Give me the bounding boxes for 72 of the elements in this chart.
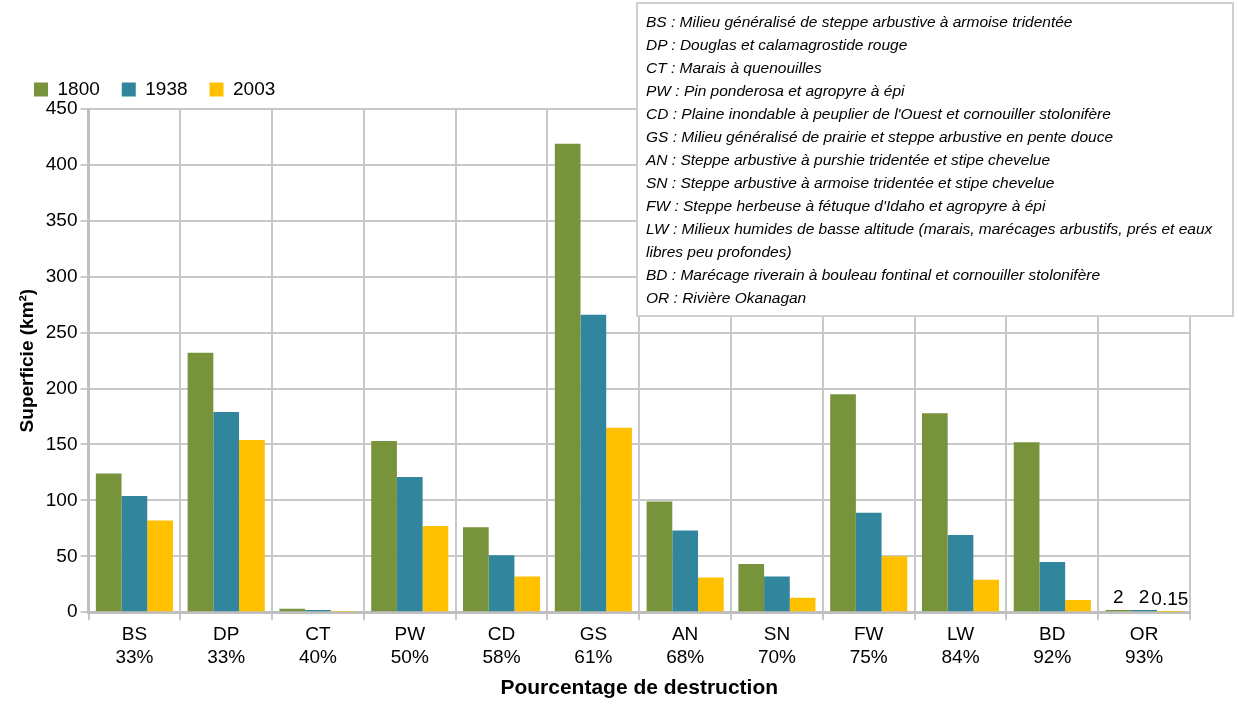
y-tick-label: 350	[45, 209, 78, 231]
data-label: 2	[1113, 585, 1124, 607]
bar	[187, 352, 214, 612]
bar	[947, 535, 974, 612]
y-axis-title: Superficie (km²)	[15, 288, 37, 433]
x-tick-label: CD 58%	[482, 622, 521, 667]
x-tick-label: AN 68%	[666, 622, 705, 667]
y-tick-label: 250	[45, 320, 78, 342]
bar	[921, 413, 948, 612]
x-tick-label: PW 50%	[390, 622, 429, 667]
annotation: GS : Milieu généralisé de prairie et steppe arbustive en pente douce	[646, 127, 1114, 147]
y-tick-label: 150	[45, 432, 78, 454]
y-tick-label: 300	[45, 264, 78, 286]
legend-label: 1800	[57, 77, 100, 99]
text: PW : Pin ponderosa et agropyre à épi	[646, 81, 906, 101]
y-tick-label: 50	[56, 544, 78, 566]
text: DP : Douglas et calamagrostide rouge	[646, 35, 909, 55]
legend-label: 2003	[233, 77, 276, 99]
y-tick-label: 0	[66, 600, 78, 622]
bar	[554, 143, 581, 612]
data-label: 0.15	[1151, 587, 1189, 609]
x-tick-label: DP 33%	[207, 622, 246, 667]
x-tick-label: OR 93%	[1125, 622, 1164, 667]
annotation: FW : Steppe herbeuse à fétuque d'Idaho et agropyre à épi	[646, 196, 1047, 216]
bar	[213, 412, 240, 612]
bar	[672, 530, 698, 612]
x-tick-label: FW 75%	[849, 622, 888, 667]
bar	[371, 441, 397, 612]
x-axis-title: Pourcentage de destruction	[500, 675, 779, 699]
y-tick-label: 200	[45, 376, 78, 398]
bar	[646, 501, 673, 612]
annotation: OR : Rivière Okanagan	[646, 288, 808, 308]
bar	[881, 556, 908, 612]
x-tick-label: CT 40%	[298, 622, 338, 667]
x-tick-label: BD 92%	[1033, 622, 1072, 667]
bar	[1065, 599, 1091, 612]
legend-label: 1938	[145, 77, 188, 99]
bar	[463, 527, 489, 612]
text: CT : Marais à quenouilles	[646, 58, 823, 78]
y-tick-label: 450	[45, 97, 78, 119]
bar	[239, 439, 265, 612]
x-tick-label: LW 84%	[941, 622, 980, 667]
annotation: CD : Plaine inondable à peuplier de l'Ouest et cornouiller stolonifère	[646, 104, 1112, 124]
annotation: AN : Steppe arbustive à purshie tridentée et stipe chevelue	[646, 150, 1052, 170]
bar	[1039, 561, 1066, 612]
text: BS : Milieu généralisé de steppe arbustive à armoise tridentée	[646, 12, 1074, 32]
annotation: SN : Steppe arbustive à armoise tridentée et stipe chevelue	[646, 173, 1056, 193]
bar	[396, 476, 423, 612]
annotation: LW : Milieux humides de basse altitude (marais, marécages arbustifs, prés et eaux libres peu profondes)	[646, 219, 1214, 262]
bar	[606, 427, 632, 612]
bar	[422, 526, 449, 612]
bar	[738, 564, 765, 612]
bar	[698, 577, 724, 612]
y-tick-label: 400	[45, 153, 78, 175]
bar	[855, 512, 882, 612]
bar	[121, 495, 148, 612]
bar	[514, 576, 541, 612]
bar	[488, 555, 515, 612]
bar	[1013, 442, 1040, 612]
bar	[764, 576, 790, 612]
x-tick-label: GS 61%	[574, 622, 613, 667]
bar	[580, 314, 607, 612]
x-tick-label: SN 70%	[757, 622, 797, 667]
bar	[95, 473, 122, 612]
y-tick-label: 100	[45, 488, 78, 510]
bar	[973, 579, 1000, 612]
bar	[789, 597, 816, 612]
bar	[147, 520, 173, 612]
annotation: BD : Marécage riverain à bouleau fontinal et cornouiller stolonifère	[646, 265, 1102, 285]
bar	[830, 394, 856, 612]
data-label: 2	[1138, 585, 1150, 607]
x-tick-label: BS 33%	[115, 622, 154, 667]
